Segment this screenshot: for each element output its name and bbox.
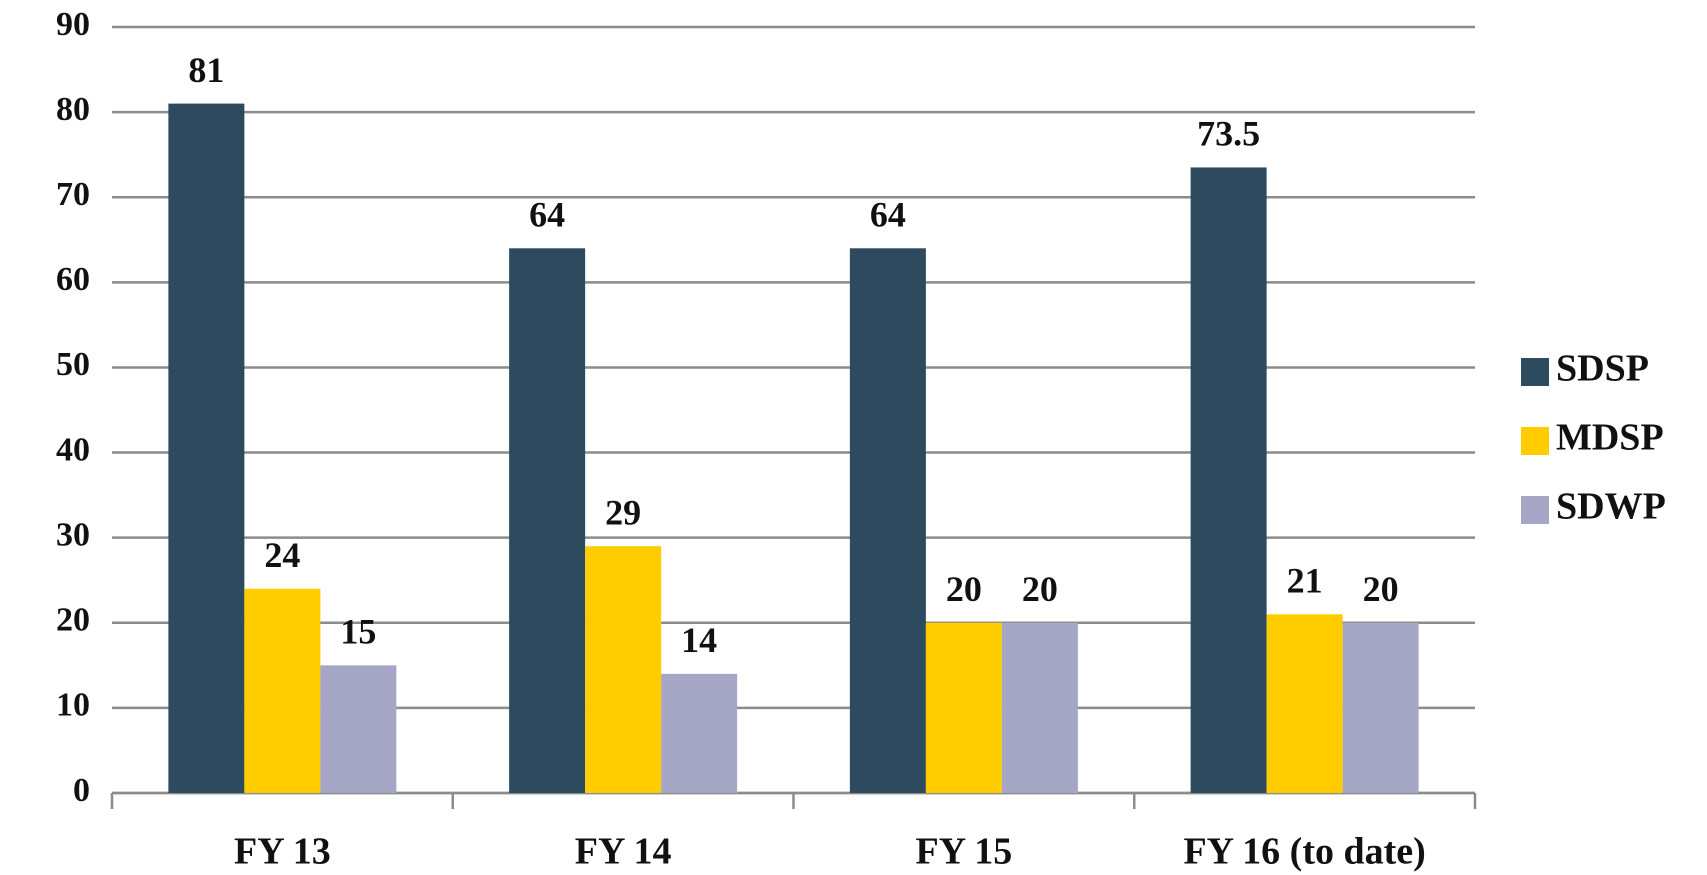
x-tick-label: FY 16 (to date) [1183,831,1425,873]
bar [320,665,397,793]
legend-label: SDWP [1556,486,1666,528]
y-tick-label: 30 [56,516,90,553]
bar [1266,614,1343,793]
data-label: 64 [870,195,906,235]
data-label: 64 [529,195,565,235]
data-label: 24 [264,535,300,575]
data-label: 15 [340,612,376,652]
bar [1190,167,1267,793]
x-tick-label: FY 13 [234,831,331,873]
bar [925,622,1002,793]
bar [244,588,321,793]
legend-swatch [1521,427,1549,455]
y-tick-label: 10 [56,687,90,724]
legend-swatch [1521,358,1549,386]
x-tick-label: FY 15 [916,831,1013,873]
bar [1342,622,1419,793]
data-label: 73.5 [1197,114,1260,154]
data-label: 21 [1287,561,1323,601]
x-tick-label: FY 14 [575,831,672,873]
y-tick-label: 90 [56,6,90,43]
y-tick-label: 0 [73,772,90,809]
bar [168,103,245,794]
data-label: 20 [1363,569,1399,609]
bar [849,248,926,794]
y-tick-label: 80 [56,91,90,128]
bar [509,248,586,794]
y-tick-label: 20 [56,602,90,639]
bar [585,546,662,793]
data-label: 20 [946,569,982,609]
data-label: 81 [188,50,224,90]
legend-label: MDSP [1556,417,1664,459]
y-tick-label: 40 [56,431,90,468]
y-tick-label: 50 [56,346,90,383]
y-tick-label: 70 [56,176,90,213]
data-label: 29 [605,492,641,532]
bar [661,673,738,793]
bar [1001,622,1078,793]
legend-label: SDSP [1556,348,1649,390]
y-tick-label: 60 [56,261,90,298]
data-label: 20 [1022,569,1058,609]
legend-swatch [1521,496,1549,524]
data-label: 14 [681,620,717,660]
